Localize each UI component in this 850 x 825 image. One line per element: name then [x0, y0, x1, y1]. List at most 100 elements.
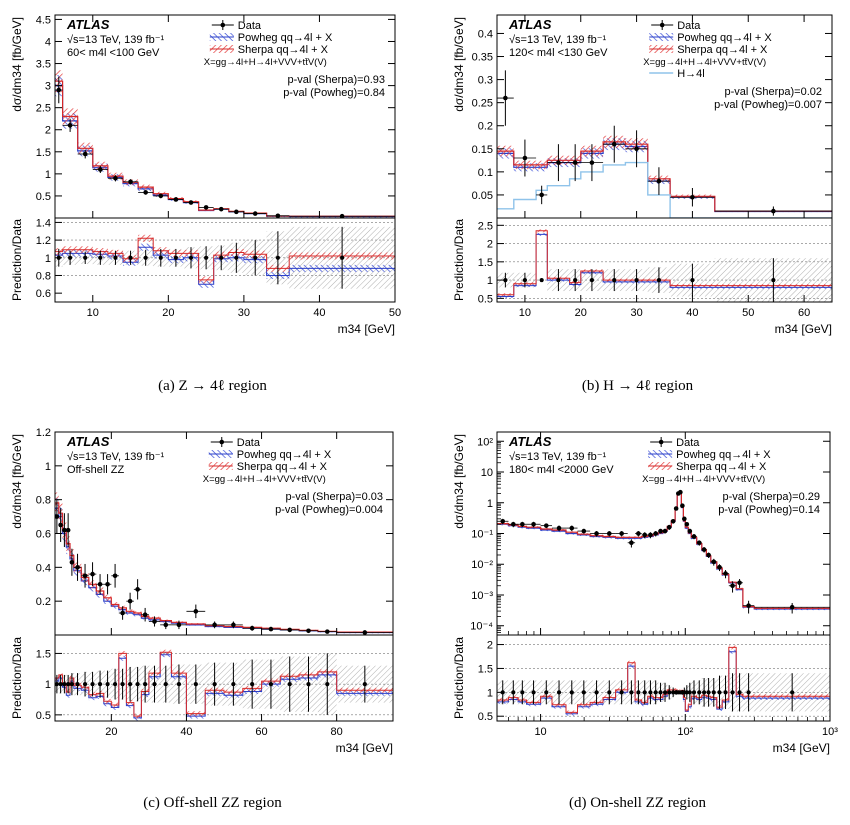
- data-marker: [666, 524, 672, 530]
- ratio-data-marker: [62, 682, 67, 687]
- ratio-data-marker: [158, 255, 163, 260]
- legend-entry: Data: [676, 437, 700, 449]
- data-marker: [306, 628, 311, 634]
- ratio-data-point: [706, 678, 711, 707]
- ratio-data-marker: [612, 277, 617, 283]
- atlas-label: ATLAS: [508, 17, 552, 32]
- y-axis-label: dσ/dm34 [fb/GeV]: [452, 434, 466, 529]
- data-marker: [520, 521, 525, 527]
- ratio-data-marker: [105, 682, 110, 687]
- ratio-data-marker: [212, 682, 217, 687]
- y-tick-label: 0.1: [478, 167, 493, 179]
- data-point: [299, 628, 318, 634]
- ratio-data-point: [691, 680, 697, 705]
- y-tick-label: 1: [487, 498, 493, 510]
- data-point: [635, 531, 642, 537]
- data-marker: [522, 155, 528, 161]
- data-marker: [58, 522, 63, 528]
- data-marker: [687, 528, 693, 534]
- ratio-data-marker: [594, 690, 599, 695]
- data-point: [55, 76, 63, 104]
- ratio-data-point: [746, 673, 751, 712]
- ratio-data-marker: [619, 690, 624, 695]
- data-marker: [203, 205, 209, 210]
- ratio-data-point: [656, 267, 662, 293]
- ratio-data-marker: [143, 255, 148, 260]
- ratio-data-point: [737, 673, 742, 712]
- ratio-data-marker: [188, 255, 194, 260]
- ratio-data-point: [212, 662, 217, 706]
- ratio-data-marker: [98, 255, 103, 260]
- ratio-data-point: [143, 249, 148, 266]
- ratio-data-point: [112, 668, 118, 700]
- data-point: [684, 521, 690, 527]
- ratio-data-point: [120, 668, 125, 700]
- data-point: [754, 602, 830, 614]
- ratio-data-point: [658, 682, 663, 702]
- data-marker: [730, 583, 735, 589]
- data-marker: [711, 559, 717, 565]
- data-marker: [680, 503, 685, 509]
- data-point: [536, 185, 548, 205]
- data-point: [198, 205, 214, 210]
- data-marker: [143, 190, 148, 195]
- data-marker: [231, 622, 236, 628]
- ratio-data-marker: [340, 255, 345, 260]
- data-marker: [98, 167, 103, 172]
- ratio-data-point: [581, 680, 586, 705]
- ratio-data-point: [544, 680, 549, 705]
- ratio-data-point: [82, 671, 88, 697]
- ratio-data-point: [511, 680, 516, 705]
- ratio-data-point: [113, 250, 118, 265]
- sherpa-ratio-line: [55, 651, 393, 717]
- ratio-data-point: [619, 680, 624, 705]
- ratio-data-point: [275, 231, 280, 285]
- data-marker: [82, 573, 88, 579]
- data-point: [148, 616, 161, 627]
- ratio-plot-area: [55, 649, 393, 721]
- data-point: [242, 625, 262, 631]
- x-axis-label: m34 [GeV]: [338, 322, 395, 336]
- data-point: [742, 600, 755, 614]
- data-marker: [706, 552, 711, 558]
- data-marker: [113, 175, 118, 181]
- x-tick-label: 60: [255, 726, 267, 738]
- y-tick-label: 4.5: [36, 14, 51, 26]
- y-tick-label: 3.5: [36, 59, 51, 71]
- ratio-data-marker: [120, 682, 125, 687]
- ratio-data-marker: [771, 277, 776, 283]
- x-tick-label: 50: [389, 307, 401, 319]
- data-point: [123, 179, 139, 185]
- data-point: [224, 621, 243, 629]
- y-tick-label: 10⁻³: [471, 590, 493, 602]
- data-point: [96, 574, 104, 595]
- ratio-plot-area: [497, 225, 832, 302]
- data-marker: [619, 531, 624, 536]
- data-point: [627, 539, 636, 548]
- data-marker: [128, 179, 133, 185]
- data-point: [670, 518, 676, 524]
- ratio-data-point: [636, 680, 641, 705]
- data-marker: [135, 587, 140, 592]
- ratio-data-point: [653, 680, 658, 705]
- data-point: [58, 508, 63, 542]
- legend-data-swatch: [219, 439, 225, 445]
- higgs-step-line: [497, 161, 832, 218]
- x-axis-label: m34 [GeV]: [336, 741, 393, 755]
- data-marker: [531, 521, 536, 527]
- y-tick-label: 0.05: [472, 190, 493, 202]
- data-point: [696, 540, 702, 546]
- data-marker: [684, 521, 690, 527]
- x-tick-label: 10: [87, 307, 99, 319]
- data-marker: [717, 564, 722, 570]
- x-tick-label: 50: [742, 307, 754, 319]
- ratio-data-marker: [702, 690, 707, 695]
- data-marker: [737, 580, 742, 586]
- ratio-data-marker: [581, 690, 586, 695]
- ratio-data-point: [522, 272, 528, 288]
- ratio-data-point: [105, 670, 110, 698]
- ratio-data-point: [158, 248, 163, 267]
- ratio-data-marker: [128, 255, 133, 260]
- data-marker: [188, 200, 194, 205]
- data-marker: [234, 209, 239, 215]
